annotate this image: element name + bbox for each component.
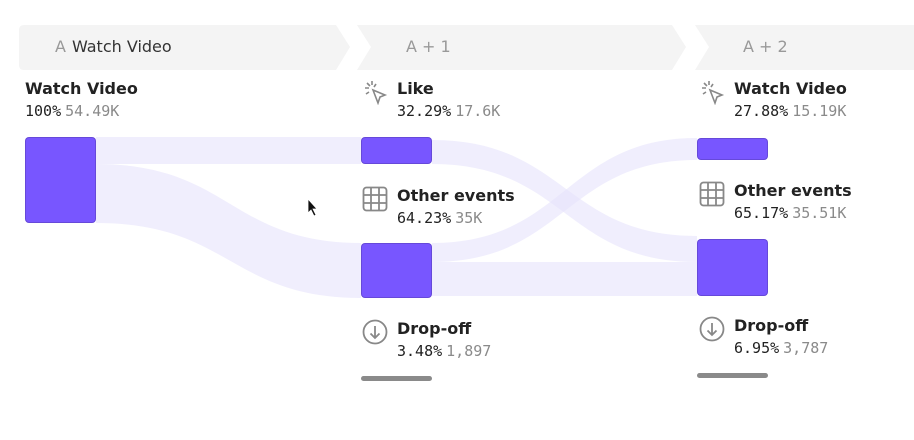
- grid-icon: [699, 181, 725, 207]
- node-label: Watch Video 27.88% 15.19K: [702, 79, 847, 120]
- node-label: Like 32.29% 17.6K: [365, 79, 500, 120]
- node-label: Drop-off 3.48% 1,897: [362, 319, 491, 360]
- node-label: Other events 65.17% 35.51K: [699, 181, 852, 222]
- node-bar-like[interactable]: [361, 137, 432, 164]
- arrow-down-circle-icon: [699, 316, 725, 342]
- node-bar-watch-video-2[interactable]: [697, 138, 768, 160]
- header-a1: A + 1: [406, 37, 451, 56]
- node-label: Drop-off 6.95% 3,787: [699, 316, 828, 357]
- grid-icon: [362, 186, 388, 212]
- node-bar-other-events-2[interactable]: [697, 239, 768, 296]
- click-cursor-icon: [702, 81, 725, 105]
- header-step-a1[interactable]: [357, 25, 686, 70]
- flow-other-to-other[interactable]: [432, 262, 697, 296]
- flow-watch-to-other[interactable]: [96, 164, 361, 298]
- node-bar-watch-video[interactable]: [25, 137, 96, 223]
- header-step-a2[interactable]: [695, 25, 914, 70]
- header-a2: A + 2: [743, 37, 788, 56]
- node-bar-other-events[interactable]: [361, 243, 432, 298]
- flow-watch-to-like[interactable]: [96, 137, 361, 164]
- arrow-down-circle-icon: [362, 319, 388, 345]
- click-cursor-icon: [365, 81, 388, 105]
- header-a: A Watch Video: [55, 37, 172, 56]
- node-label: Watch Video 100% 54.49K: [25, 79, 138, 120]
- flow-other-to-watch[interactable]: [432, 138, 697, 262]
- header-step-a[interactable]: [19, 25, 350, 70]
- node-bar-drop-off[interactable]: [361, 376, 432, 381]
- node-label: Other events 64.23% 35K: [362, 186, 515, 227]
- node-bar-drop-off-2[interactable]: [697, 373, 768, 378]
